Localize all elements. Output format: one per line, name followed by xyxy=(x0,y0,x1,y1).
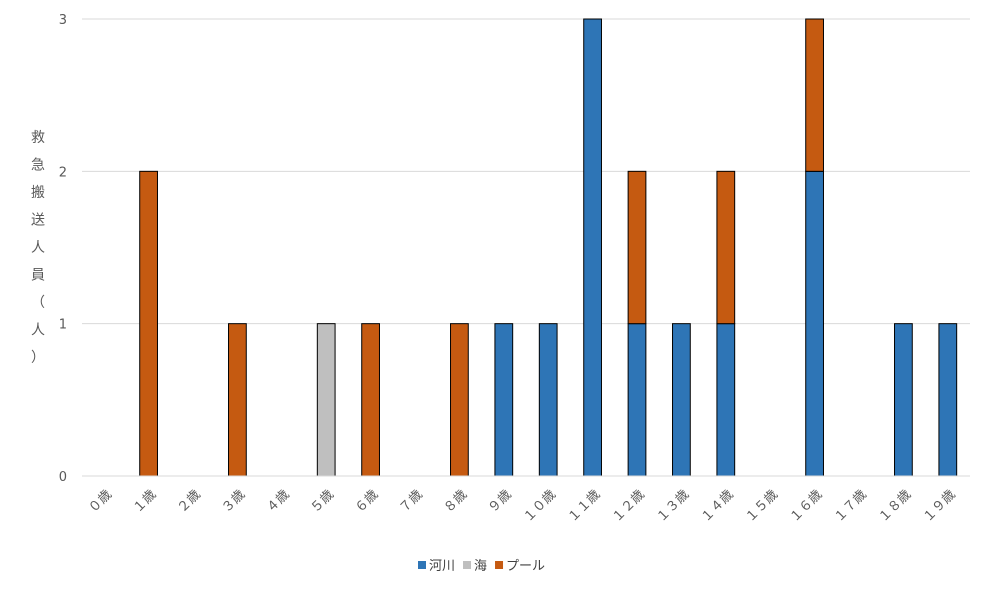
bar-series xyxy=(139,18,958,477)
y-tick-label: 0 xyxy=(59,470,67,485)
x-tick-label: ７歳 xyxy=(397,487,426,516)
bar-segment xyxy=(627,170,647,325)
x-tick-label: ９歳 xyxy=(486,487,515,516)
bar-segment xyxy=(716,170,736,325)
x-tick-label: ６歳 xyxy=(352,487,381,516)
bar-segment xyxy=(450,323,469,477)
y-axis-ticks: 0 1 2 3 xyxy=(59,13,67,485)
bar-segment xyxy=(228,323,247,477)
x-tick-label: １７歳 xyxy=(832,487,870,525)
bar-segment xyxy=(805,170,824,477)
legend: 河川 海 プール xyxy=(418,559,545,574)
y-axis-label-char: 人 xyxy=(31,323,45,339)
y-axis-label-char: 搬 xyxy=(31,185,45,201)
y-axis-label-char: （ xyxy=(31,295,45,311)
bar-segment xyxy=(938,323,958,477)
x-tick-label: ８歳 xyxy=(441,487,470,516)
y-tick-label: 1 xyxy=(59,318,67,333)
legend-label: 河川 xyxy=(429,559,455,574)
bar-segment xyxy=(894,323,913,477)
legend-swatch xyxy=(418,561,426,569)
y-axis-label-char: 人 xyxy=(31,240,45,256)
x-axis-ticks: ０歳 １歳 ２歳 ３歳 ４歳 ５歳 ６歳 ７歳 ８歳 ９歳 １０歳 １１歳 １２歳 １３歳 １４歳 １５歳 １６… xyxy=(86,487,959,525)
bar-segment xyxy=(538,323,558,477)
bar-segment xyxy=(361,323,380,477)
y-axis-label-char: 送 xyxy=(31,213,45,229)
bar-segment xyxy=(627,323,647,477)
x-tick-label: １６歳 xyxy=(787,487,825,525)
bar-segment xyxy=(805,18,824,172)
bar-segment xyxy=(139,170,158,477)
x-tick-label: ５歳 xyxy=(308,487,337,516)
x-tick-label: １３歳 xyxy=(654,487,692,525)
x-tick-label: １８歳 xyxy=(876,487,914,525)
x-tick-label: １２歳 xyxy=(610,487,648,525)
y-tick-label: 2 xyxy=(59,165,67,180)
x-tick-label: １０歳 xyxy=(521,487,559,525)
legend-label: プール xyxy=(506,559,545,574)
legend-swatch xyxy=(463,561,472,569)
x-tick-label: １４歳 xyxy=(698,487,736,525)
x-tick-label: ４歳 xyxy=(264,487,293,516)
bar-segment xyxy=(494,323,514,477)
y-axis-label-char: 救 xyxy=(31,130,45,146)
y-tick-label: 3 xyxy=(59,13,67,28)
y-axis-label-char: ） xyxy=(31,350,45,366)
x-tick-label: ２歳 xyxy=(175,487,204,516)
x-tick-label: ０歳 xyxy=(86,487,115,516)
bar-segment xyxy=(672,323,691,477)
legend-label: 海 xyxy=(474,559,487,574)
y-axis-label-char: 急 xyxy=(31,158,45,174)
legend-swatch xyxy=(495,561,504,569)
x-tick-label: １歳 xyxy=(130,487,159,516)
x-tick-label: １５歳 xyxy=(743,487,781,525)
gridlines xyxy=(82,18,970,325)
bar-segment xyxy=(583,18,602,477)
bar-segment xyxy=(316,323,336,477)
x-tick-label: １１歳 xyxy=(565,487,603,525)
x-tick-label: ３歳 xyxy=(219,487,248,516)
y-axis-label-char: 員 xyxy=(31,268,45,284)
bar-segment xyxy=(716,323,736,477)
x-tick-label: １９歳 xyxy=(920,487,958,525)
